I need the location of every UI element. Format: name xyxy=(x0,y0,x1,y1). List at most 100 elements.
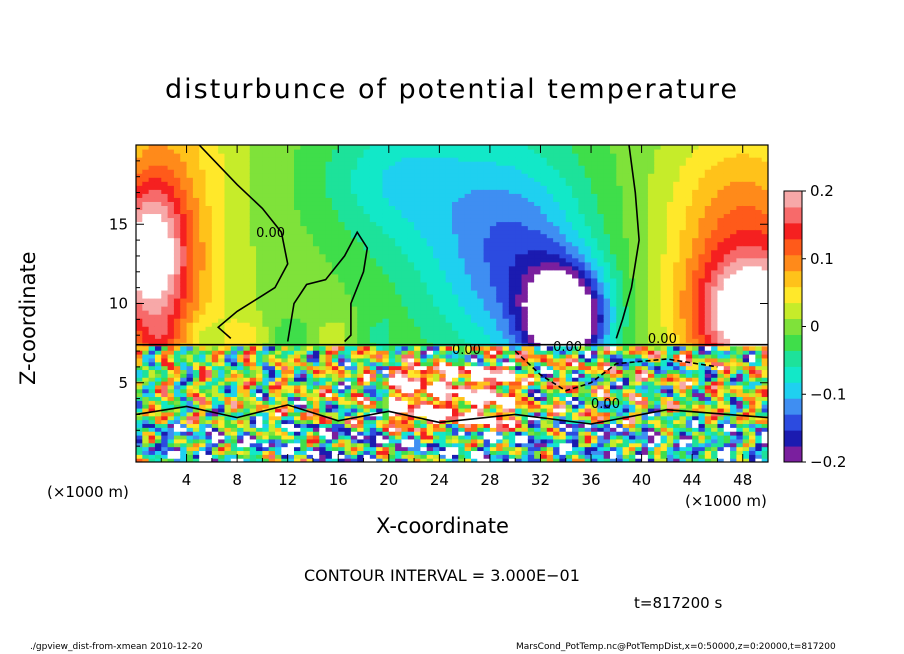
field-cell xyxy=(186,153,194,158)
field-cell xyxy=(407,213,415,219)
field-cell xyxy=(572,249,579,255)
field-cell xyxy=(610,149,617,154)
field-cell xyxy=(369,161,377,166)
field-cell xyxy=(584,145,592,150)
field-cell xyxy=(344,302,352,307)
field-cell xyxy=(312,197,320,202)
field-cell xyxy=(331,213,339,219)
field-cell xyxy=(698,185,706,190)
field-cell xyxy=(325,233,333,239)
field-cell xyxy=(243,265,251,271)
field-cell xyxy=(572,237,579,243)
field-cell xyxy=(186,145,194,150)
field-cell xyxy=(426,217,434,223)
field-cell xyxy=(527,245,535,251)
field-cell xyxy=(218,229,226,235)
field-cell xyxy=(243,145,251,150)
field-cell xyxy=(534,145,542,150)
field-cell xyxy=(357,330,365,335)
field-cell xyxy=(275,273,282,279)
field-cell xyxy=(154,153,162,158)
field-cell xyxy=(610,326,617,331)
field-cell xyxy=(256,249,263,255)
field-cell xyxy=(489,326,497,331)
field-cell xyxy=(148,310,156,315)
field-cell xyxy=(161,225,169,231)
field-cell xyxy=(616,157,624,162)
field-cell xyxy=(723,193,731,198)
field-cell xyxy=(565,145,573,150)
field-cell xyxy=(755,157,763,162)
field-cell xyxy=(445,326,453,331)
field-cell xyxy=(388,229,396,235)
field-cell xyxy=(218,253,226,259)
field-cell xyxy=(186,261,194,267)
field-cell xyxy=(515,177,523,182)
field-cell xyxy=(319,249,327,255)
field-cell xyxy=(521,197,529,202)
field-cell xyxy=(205,241,213,247)
field-cell xyxy=(249,173,257,178)
field-cell xyxy=(338,261,346,267)
field-cell xyxy=(527,233,535,239)
field-cell xyxy=(350,322,358,327)
field-cell xyxy=(553,213,561,219)
field-cell xyxy=(666,221,674,227)
field-cell xyxy=(546,269,554,275)
field-cell xyxy=(742,281,750,287)
field-cell xyxy=(369,241,377,247)
field-cell xyxy=(654,229,662,235)
field-cell xyxy=(154,229,162,235)
field-cell xyxy=(647,285,655,291)
field-cell xyxy=(591,330,598,335)
field-cell xyxy=(704,217,712,223)
field-cell xyxy=(654,209,662,215)
field-cell xyxy=(420,193,428,198)
field-cell xyxy=(300,334,308,339)
field-cell xyxy=(154,314,162,319)
field-cell xyxy=(559,193,567,198)
field-cell xyxy=(420,306,428,311)
field-cell xyxy=(161,306,169,311)
field-cell xyxy=(464,205,472,211)
field-cell xyxy=(502,249,510,255)
field-cell xyxy=(192,338,200,343)
field-cell xyxy=(755,326,763,331)
field-cell xyxy=(685,165,693,170)
field-cell xyxy=(584,237,592,243)
field-cell xyxy=(711,149,719,154)
field-cell xyxy=(508,209,516,215)
field-cell xyxy=(148,265,156,271)
field-cell xyxy=(154,310,162,315)
field-cell xyxy=(331,157,339,162)
field-cell xyxy=(369,245,377,251)
field-cell xyxy=(470,253,478,259)
field-cell xyxy=(439,302,447,307)
field-cell xyxy=(331,165,339,170)
field-cell xyxy=(749,237,756,243)
field-cell xyxy=(736,330,744,335)
field-cell xyxy=(641,277,649,283)
field-cell xyxy=(553,330,561,335)
field-cell xyxy=(363,221,371,227)
field-cell xyxy=(597,314,605,319)
field-cell xyxy=(199,213,207,219)
field-cell xyxy=(635,277,643,283)
field-cell xyxy=(199,249,207,255)
field-cell xyxy=(635,338,643,343)
field-cell xyxy=(230,310,238,315)
field-cell xyxy=(502,193,510,198)
field-cell xyxy=(142,225,150,231)
field-cell xyxy=(597,322,605,327)
field-cell xyxy=(376,249,384,255)
field-cell xyxy=(331,201,339,206)
field-cell xyxy=(237,302,245,307)
field-cell xyxy=(679,229,687,235)
field-cell xyxy=(426,149,434,154)
field-cell xyxy=(622,293,630,299)
field-cell xyxy=(685,241,693,247)
field-cell xyxy=(256,165,263,170)
field-cell xyxy=(230,173,238,178)
field-cell xyxy=(749,297,756,303)
field-cell xyxy=(199,221,207,227)
